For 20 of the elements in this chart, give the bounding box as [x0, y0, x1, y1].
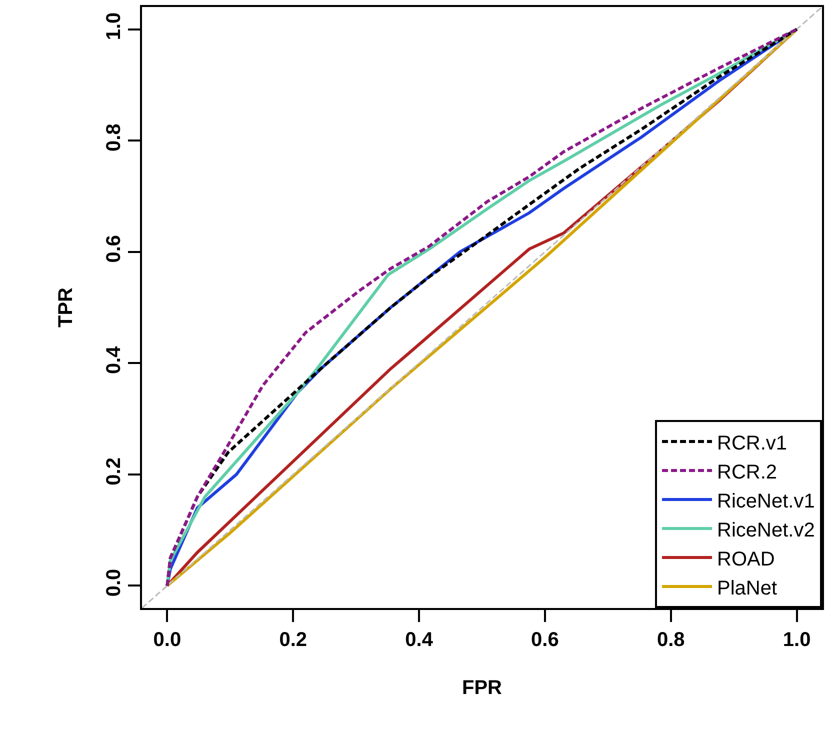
x-tick-label: 0.2 [279, 629, 308, 651]
legend-label: PlaNet [717, 577, 778, 600]
legend-label: RiceNet.v1 [717, 490, 815, 512]
x-tick-label: 0.0 [153, 629, 182, 651]
x-tick-label: 0.8 [656, 629, 685, 651]
y-tick-label: 0.0 [103, 568, 125, 597]
x-tick-label: 0.6 [531, 629, 559, 651]
legend-label: RiceNet.v2 [717, 519, 815, 542]
y-tick-label: 0.4 [103, 345, 125, 374]
x-tick-label: 0.4 [405, 629, 434, 651]
legend-label: RCR.v1 [717, 432, 788, 454]
y-tick-label: 0.8 [103, 124, 125, 152]
y-tick-label: 0.6 [103, 234, 125, 263]
y-axis-title: TPR [55, 286, 77, 328]
y-tick-label: 1.0 [103, 12, 125, 40]
y-tick-label: 0.2 [103, 458, 125, 486]
x-axis-title: FPR [462, 677, 503, 699]
legend-label: ROAD [717, 548, 775, 570]
x-tick-label: 1.0 [782, 629, 811, 651]
legend-label: RCR.2 [717, 461, 778, 484]
